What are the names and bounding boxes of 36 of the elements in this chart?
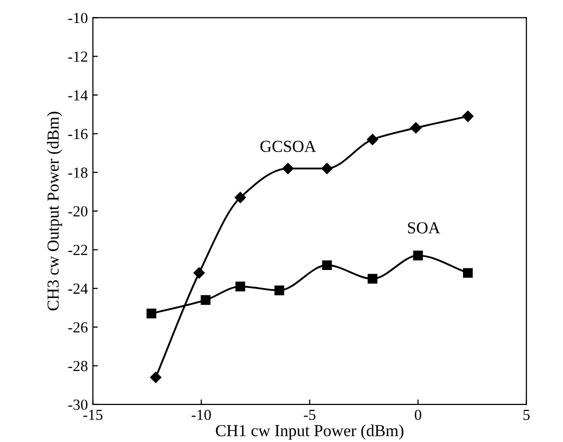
point xyxy=(274,285,284,296)
point xyxy=(235,282,246,292)
x-tick-label: -5 xyxy=(304,410,316,420)
point xyxy=(200,295,210,305)
y-tick-label: -24 xyxy=(68,284,88,294)
y-tick-label: -22 xyxy=(68,244,88,256)
y-tick-label: -28 xyxy=(68,360,88,372)
point xyxy=(146,308,156,318)
x-tick-label: 5 xyxy=(523,410,530,420)
x-axis-title: CH1 cw Input Power (dBm) xyxy=(216,424,404,440)
point xyxy=(462,110,474,122)
point xyxy=(234,192,246,204)
y-tick-label: -18 xyxy=(68,168,88,178)
y-tick-label: -14 xyxy=(68,90,88,100)
point xyxy=(463,268,473,278)
x-tick-label: 0 xyxy=(414,410,422,420)
point xyxy=(194,267,205,279)
y-tick-label: -12 xyxy=(68,52,88,62)
point xyxy=(366,134,378,146)
series-label: SOA xyxy=(408,222,440,234)
y-tick-label: -10 xyxy=(68,12,88,24)
point xyxy=(321,162,333,174)
series-label: GCSOA xyxy=(260,140,316,152)
y-tick-label: -20 xyxy=(68,206,88,217)
point xyxy=(413,250,423,260)
point xyxy=(368,274,378,284)
y-tick-label: -30 xyxy=(68,400,88,410)
point xyxy=(282,162,294,174)
point xyxy=(150,372,162,383)
point xyxy=(322,260,332,270)
point xyxy=(410,122,422,134)
x-tick-label: -15 xyxy=(83,410,102,420)
y-axis-title: CH3 cw Output Power (dBm) xyxy=(47,112,62,310)
y-tick-label: -16 xyxy=(68,128,88,140)
x-tick-label: -10 xyxy=(192,410,211,420)
y-tick-label: -26 xyxy=(68,322,88,333)
